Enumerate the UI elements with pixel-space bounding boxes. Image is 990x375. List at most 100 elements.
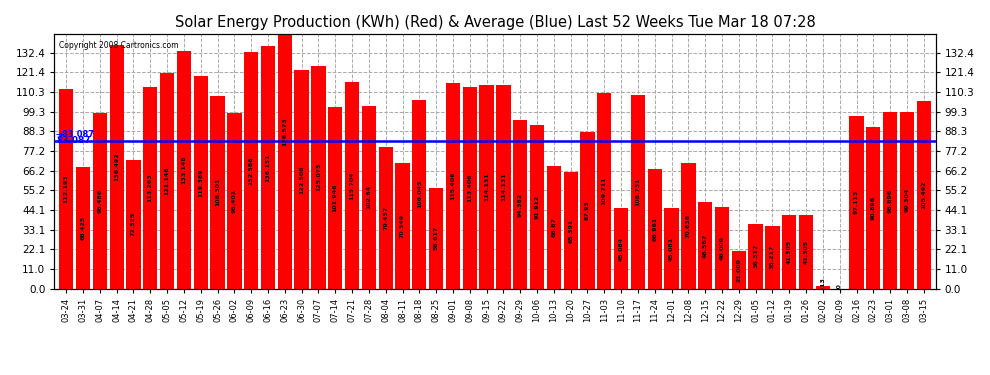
Text: 109.711: 109.711 <box>602 177 607 205</box>
Text: 45.081: 45.081 <box>669 237 674 261</box>
Text: 102.64: 102.64 <box>366 185 371 209</box>
Text: 136.492: 136.492 <box>114 153 119 182</box>
Text: 98.896: 98.896 <box>888 189 893 213</box>
Bar <box>597 93 612 289</box>
Text: 98.401: 98.401 <box>232 189 237 213</box>
Bar <box>580 132 595 289</box>
Text: 68.87: 68.87 <box>551 217 556 237</box>
Bar <box>144 87 157 289</box>
Bar <box>732 251 745 289</box>
Bar <box>177 51 191 289</box>
Text: 0.0: 0.0 <box>838 284 842 294</box>
Text: 1.413: 1.413 <box>821 278 826 297</box>
Text: 122.508: 122.508 <box>299 165 304 194</box>
Bar <box>546 166 561 289</box>
Text: 70.549: 70.549 <box>400 214 405 238</box>
Bar <box>76 167 90 289</box>
Bar <box>345 82 359 289</box>
Bar <box>883 112 897 289</box>
Text: 114.131: 114.131 <box>501 172 506 201</box>
Text: 56.617: 56.617 <box>434 226 439 251</box>
Bar <box>799 215 813 289</box>
Text: 41.305: 41.305 <box>787 240 792 264</box>
Text: 132.586: 132.586 <box>248 156 253 185</box>
Bar <box>429 188 444 289</box>
Text: 70.636: 70.636 <box>686 214 691 238</box>
Text: 105.492: 105.492 <box>922 180 927 209</box>
Bar <box>311 66 326 289</box>
Text: 121.146: 121.146 <box>164 166 169 195</box>
Text: 112.193: 112.193 <box>63 174 68 203</box>
Bar <box>361 106 376 289</box>
Text: 115.406: 115.406 <box>450 172 455 200</box>
Bar <box>917 100 931 289</box>
Bar <box>698 202 713 289</box>
Text: 66.961: 66.961 <box>652 217 657 241</box>
Title: Solar Energy Production (KWh) (Red) & Average (Blue) Last 52 Weeks Tue Mar 18 07: Solar Energy Production (KWh) (Red) & Av… <box>174 15 816 30</box>
Text: 108.731: 108.731 <box>636 177 641 206</box>
Text: 72.325: 72.325 <box>131 212 136 236</box>
Text: 90.896: 90.896 <box>871 196 876 220</box>
Bar <box>614 209 629 289</box>
Bar <box>866 127 880 289</box>
Bar <box>664 209 679 289</box>
Text: 115.704: 115.704 <box>349 171 354 200</box>
Bar <box>378 147 393 289</box>
Text: 114.131: 114.131 <box>484 172 489 201</box>
Bar <box>294 70 309 289</box>
Bar <box>211 96 225 289</box>
Bar <box>681 163 696 289</box>
Bar <box>479 85 494 289</box>
Bar <box>245 53 258 289</box>
Bar <box>93 113 107 289</box>
Text: 79.457: 79.457 <box>383 206 388 230</box>
Text: 35.217: 35.217 <box>770 245 775 270</box>
Bar <box>59 88 73 289</box>
Text: Copyright 2008 Cartronics.com: Copyright 2008 Cartronics.com <box>58 41 178 50</box>
Text: 98.486: 98.486 <box>97 189 102 213</box>
Text: 21.009: 21.009 <box>737 258 742 282</box>
Bar <box>160 73 174 289</box>
Text: 87.93: 87.93 <box>585 200 590 220</box>
Text: 83.087: 83.087 <box>56 136 91 145</box>
Bar <box>412 100 427 289</box>
Bar <box>462 87 477 289</box>
Text: 113.406: 113.406 <box>467 173 472 202</box>
Bar <box>395 163 410 289</box>
Bar <box>530 125 544 289</box>
Bar <box>900 112 914 289</box>
Text: 176.573: 176.573 <box>282 117 287 146</box>
Bar <box>127 160 141 289</box>
Text: 113.263: 113.263 <box>148 174 152 202</box>
Bar <box>849 116 863 289</box>
Bar <box>782 215 796 289</box>
Text: 108.301: 108.301 <box>215 178 220 206</box>
Bar <box>260 46 275 289</box>
Bar <box>496 85 511 289</box>
Text: →83.087: →83.087 <box>55 130 94 139</box>
Text: 68.425: 68.425 <box>80 216 85 240</box>
Text: 119.389: 119.389 <box>198 168 203 196</box>
Bar <box>277 0 292 289</box>
Bar <box>194 76 208 289</box>
Text: 97.113: 97.113 <box>854 190 859 214</box>
Text: 99.304: 99.304 <box>905 188 910 212</box>
Text: 46.009: 46.009 <box>720 236 725 260</box>
Bar <box>715 207 730 289</box>
Bar <box>110 45 124 289</box>
Bar <box>328 107 343 289</box>
Bar <box>446 83 460 289</box>
Bar <box>563 172 578 289</box>
Text: 36.317: 36.317 <box>753 244 758 268</box>
Text: 101.946: 101.946 <box>333 184 338 212</box>
Bar <box>816 286 830 289</box>
Text: 48.567: 48.567 <box>703 233 708 258</box>
Bar <box>513 120 528 289</box>
Text: 125.075: 125.075 <box>316 163 321 192</box>
Text: 94.382: 94.382 <box>518 192 523 217</box>
Text: 65.391: 65.391 <box>568 218 573 243</box>
Bar <box>631 95 645 289</box>
Bar <box>765 226 779 289</box>
Bar <box>748 224 762 289</box>
Bar <box>228 113 242 289</box>
